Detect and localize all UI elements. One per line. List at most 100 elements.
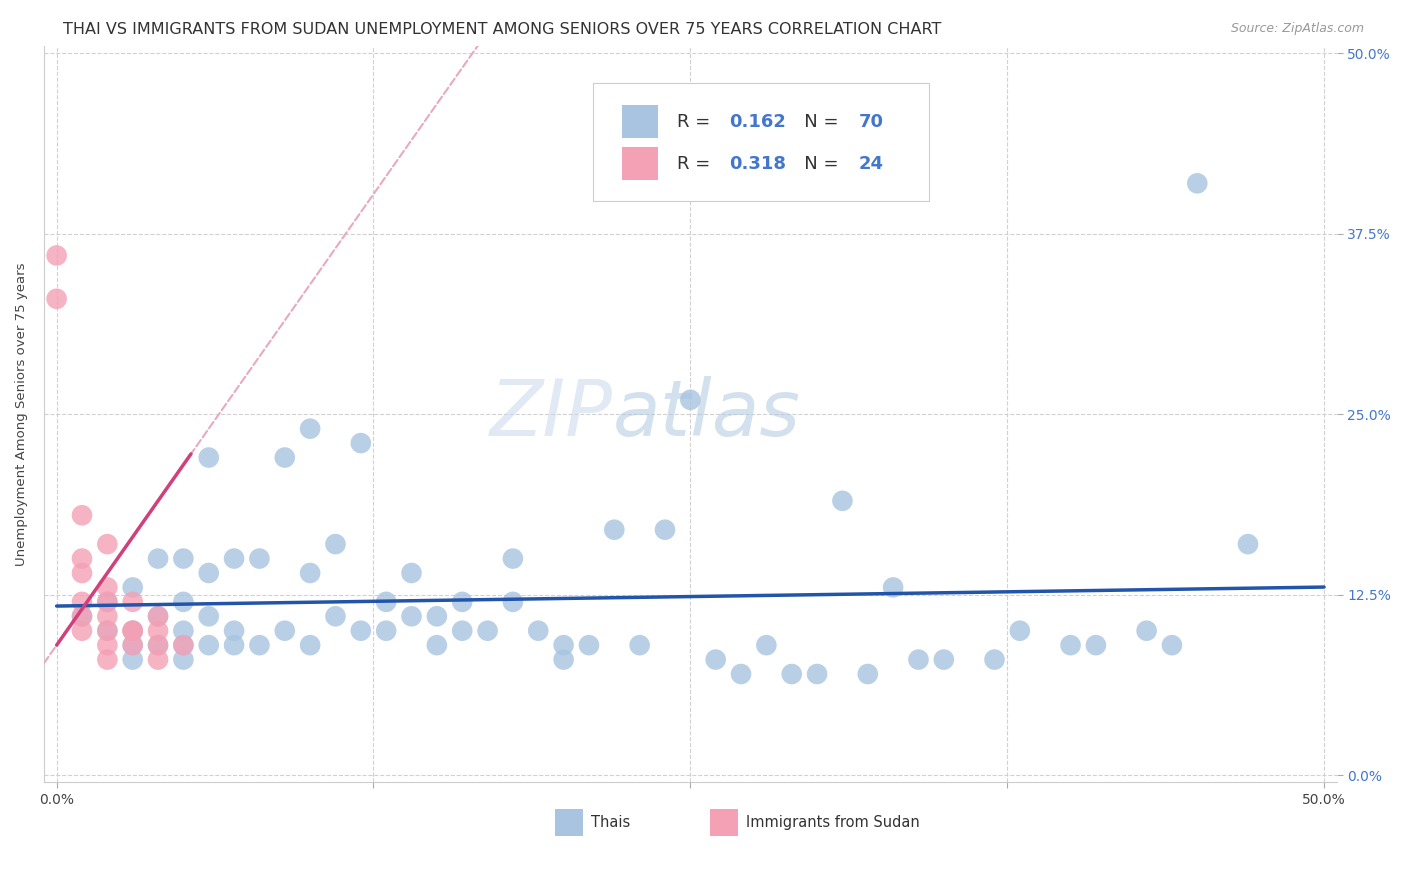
Point xyxy=(249,638,271,652)
Point xyxy=(222,624,245,638)
Point xyxy=(45,292,67,306)
Point xyxy=(146,609,169,624)
Point xyxy=(1059,638,1081,652)
Point xyxy=(121,624,143,638)
Text: 0.162: 0.162 xyxy=(730,113,786,131)
Point xyxy=(654,523,676,537)
Text: 0.318: 0.318 xyxy=(730,155,786,173)
Bar xyxy=(554,810,583,836)
Point xyxy=(983,652,1005,666)
Text: N =: N = xyxy=(787,155,845,173)
Point xyxy=(299,638,322,652)
Point xyxy=(70,551,93,566)
Point xyxy=(121,595,143,609)
Point xyxy=(121,638,143,652)
Point xyxy=(70,609,93,624)
Point xyxy=(1084,638,1107,652)
Bar xyxy=(621,105,658,138)
Point xyxy=(553,638,575,652)
Point xyxy=(603,523,626,537)
Point xyxy=(222,638,245,652)
Point xyxy=(325,609,347,624)
Point xyxy=(401,609,423,624)
Text: Source: ZipAtlas.com: Source: ZipAtlas.com xyxy=(1230,22,1364,36)
Point xyxy=(856,667,879,681)
Text: R =: R = xyxy=(678,113,717,131)
Point xyxy=(882,581,904,595)
Point xyxy=(96,595,118,609)
Point xyxy=(121,581,143,595)
Point xyxy=(249,551,271,566)
Point xyxy=(806,667,828,681)
Point xyxy=(146,609,169,624)
Text: ZIP: ZIP xyxy=(489,376,613,452)
Point xyxy=(932,652,955,666)
Point xyxy=(553,652,575,666)
Point xyxy=(70,624,93,638)
Point xyxy=(70,508,93,523)
Point xyxy=(375,624,398,638)
Point xyxy=(222,551,245,566)
Point xyxy=(274,624,297,638)
Point xyxy=(426,638,449,652)
Point xyxy=(96,609,118,624)
Point xyxy=(325,537,347,551)
Text: atlas: atlas xyxy=(613,376,800,452)
Point xyxy=(172,551,194,566)
Point xyxy=(350,624,373,638)
Point xyxy=(45,248,67,262)
Point xyxy=(477,624,499,638)
Point xyxy=(1237,537,1260,551)
Point xyxy=(780,667,803,681)
Point xyxy=(146,551,169,566)
Point xyxy=(1008,624,1031,638)
Point xyxy=(1187,177,1209,191)
Point xyxy=(146,638,169,652)
Point xyxy=(401,566,423,580)
Point xyxy=(197,450,219,465)
Point xyxy=(96,581,118,595)
Point xyxy=(96,652,118,666)
Point xyxy=(96,595,118,609)
Point xyxy=(121,652,143,666)
Point xyxy=(197,566,219,580)
Point xyxy=(502,595,524,609)
Point xyxy=(197,638,219,652)
Point xyxy=(1161,638,1184,652)
Point xyxy=(146,652,169,666)
Point xyxy=(146,638,169,652)
Point xyxy=(578,638,600,652)
Point xyxy=(704,652,727,666)
Bar xyxy=(710,810,738,836)
Point xyxy=(172,595,194,609)
Point xyxy=(1136,624,1159,638)
Point xyxy=(172,652,194,666)
Point xyxy=(70,595,93,609)
Text: 70: 70 xyxy=(859,113,883,131)
Point xyxy=(121,638,143,652)
Point xyxy=(907,652,929,666)
Point xyxy=(121,624,143,638)
Point xyxy=(274,450,297,465)
Point xyxy=(679,392,702,407)
Point xyxy=(172,638,194,652)
Point xyxy=(172,638,194,652)
Point xyxy=(350,436,373,450)
Y-axis label: Unemployment Among Seniors over 75 years: Unemployment Among Seniors over 75 years xyxy=(15,262,28,566)
Point xyxy=(299,566,322,580)
Point xyxy=(96,638,118,652)
Point xyxy=(831,493,853,508)
Point xyxy=(70,566,93,580)
Point xyxy=(527,624,550,638)
Point xyxy=(146,624,169,638)
Point xyxy=(172,624,194,638)
Text: Immigrants from Sudan: Immigrants from Sudan xyxy=(747,815,920,830)
Point xyxy=(730,667,752,681)
Point xyxy=(96,624,118,638)
Point xyxy=(755,638,778,652)
Text: THAI VS IMMIGRANTS FROM SUDAN UNEMPLOYMENT AMONG SENIORS OVER 75 YEARS CORRELATI: THAI VS IMMIGRANTS FROM SUDAN UNEMPLOYME… xyxy=(63,22,942,37)
Text: R =: R = xyxy=(678,155,717,173)
Bar xyxy=(621,147,658,180)
Point xyxy=(70,609,93,624)
Point xyxy=(451,595,474,609)
